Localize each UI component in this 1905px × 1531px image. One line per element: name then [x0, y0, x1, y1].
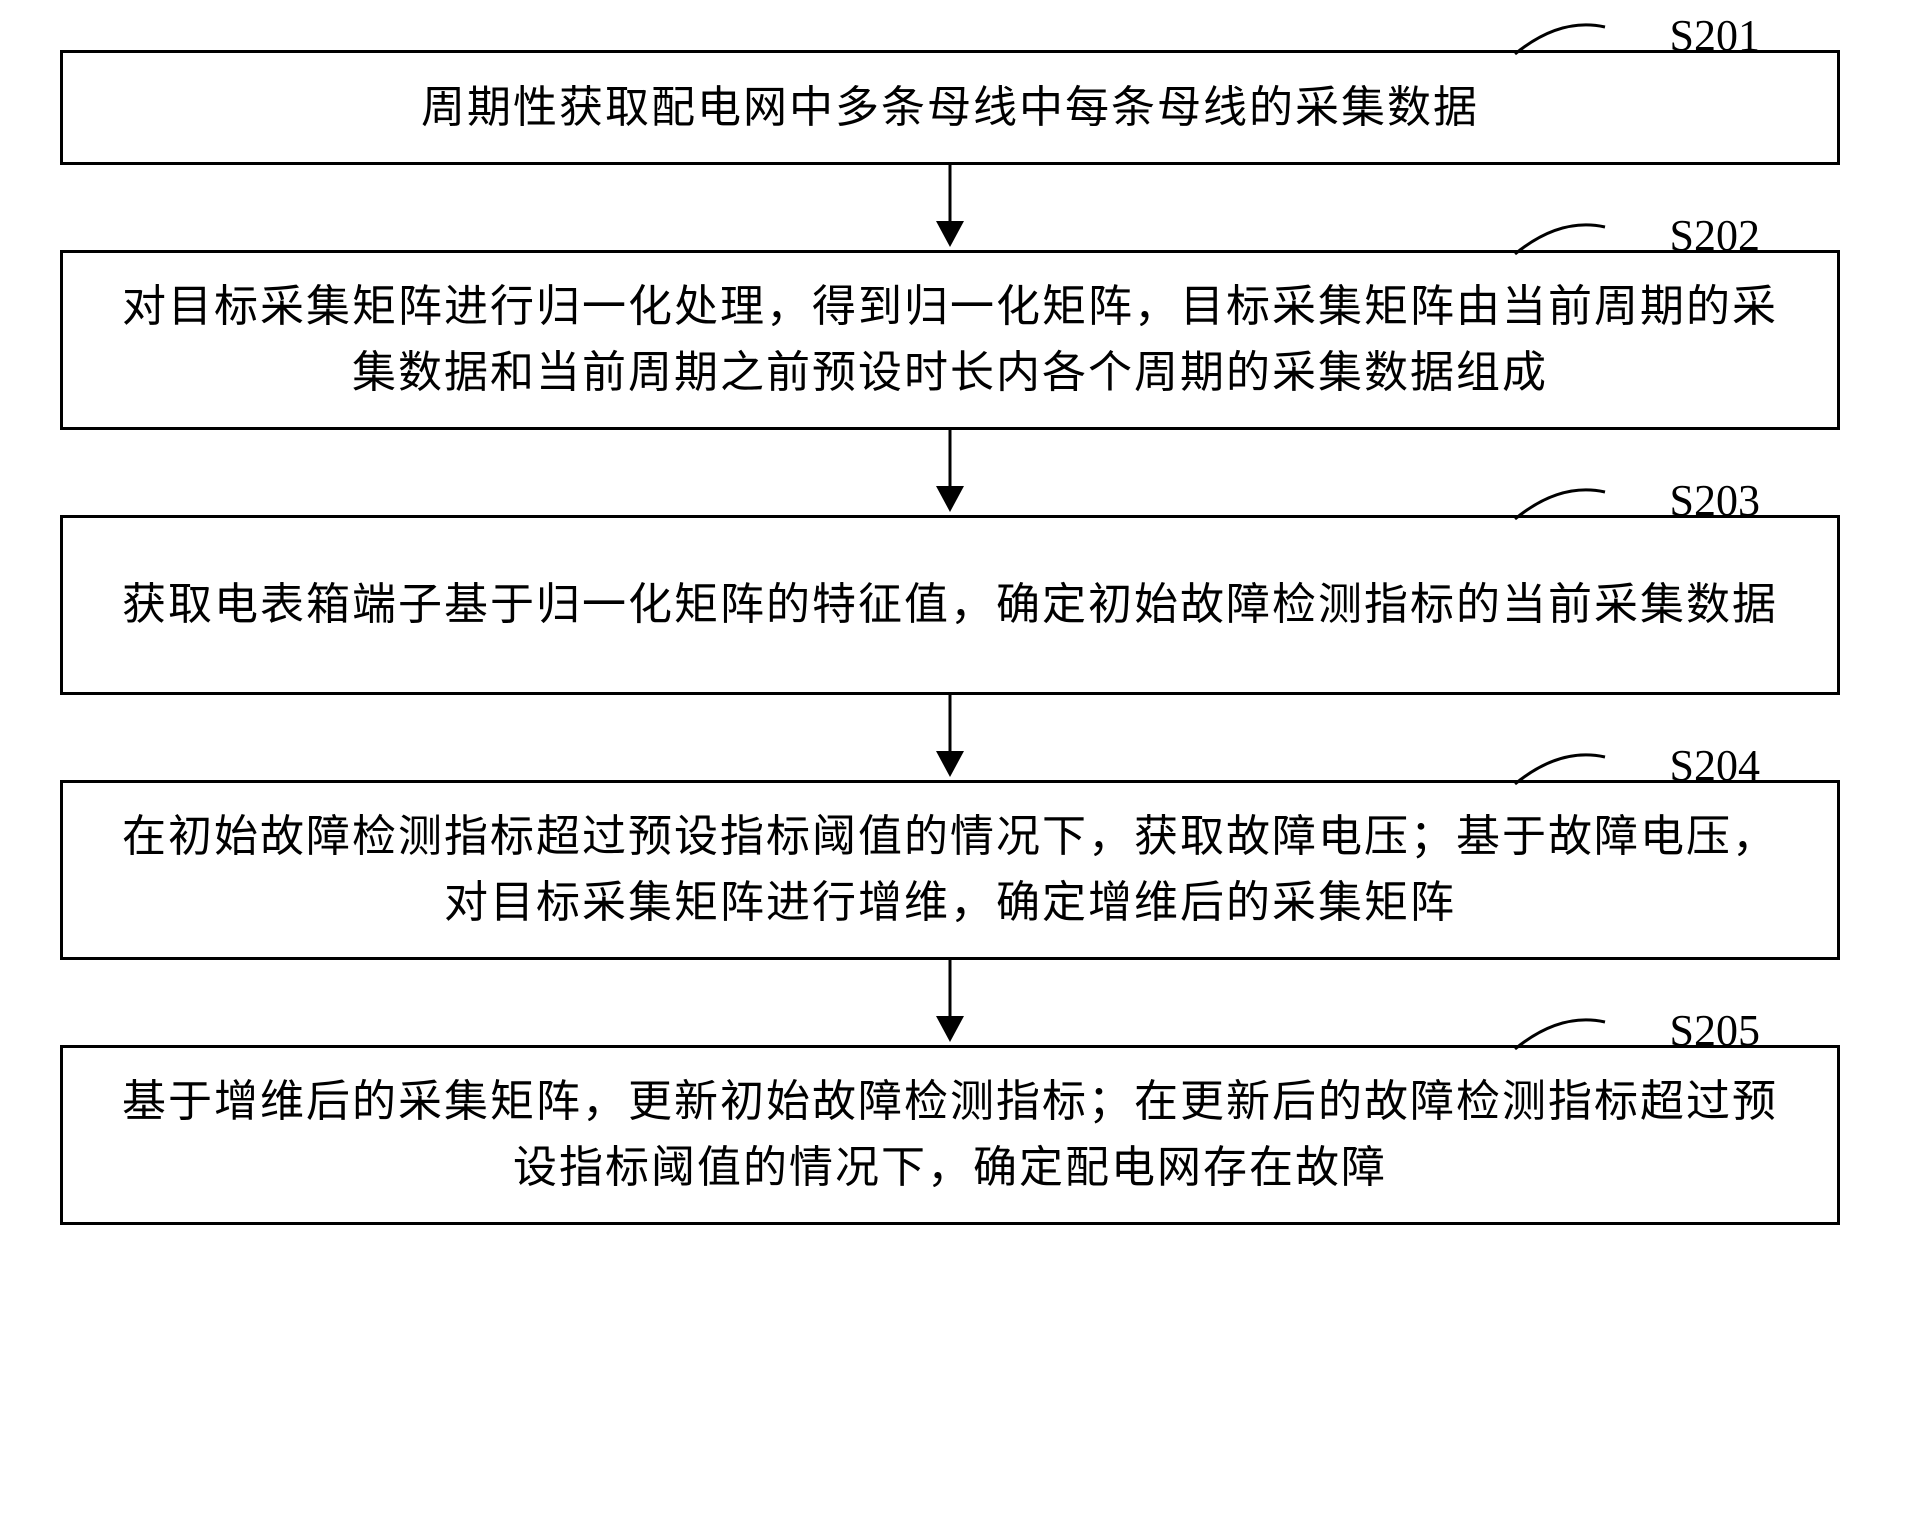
- flowchart-step-s202: S202 对目标采集矩阵进行归一化处理，得到归一化矩阵，目标采集矩阵由当前周期的…: [60, 250, 1840, 430]
- arrow-head-icon: [936, 751, 964, 777]
- flowchart-step-s203: S203 获取电表箱端子基于归一化矩阵的特征值，确定初始故障检测指标的当前采集数…: [60, 515, 1840, 695]
- label-connector-curve: [1510, 752, 1610, 787]
- step-label-s204: S204: [1670, 740, 1760, 791]
- step-box-s205: 基于增维后的采集矩阵，更新初始故障检测指标；在更新后的故障检测指标超过预设指标阈…: [60, 1045, 1840, 1225]
- arrow-line: [949, 960, 952, 1022]
- arrow-head-icon: [936, 486, 964, 512]
- flowchart-step-s204: S204 在初始故障检测指标超过预设指标阈值的情况下，获取故障电压；基于故障电压…: [60, 780, 1840, 960]
- step-label-s203: S203: [1670, 475, 1760, 526]
- step-text-s204: 在初始故障检测指标超过预设指标阈值的情况下，获取故障电压；基于故障电压，对目标采…: [103, 804, 1797, 936]
- flowchart-step-s201: S201 周期性获取配电网中多条母线中每条母线的采集数据: [60, 50, 1840, 165]
- arrow-line: [949, 165, 952, 227]
- arrow-head-icon: [936, 221, 964, 247]
- step-box-s202: 对目标采集矩阵进行归一化处理，得到归一化矩阵，目标采集矩阵由当前周期的采集数据和…: [60, 250, 1840, 430]
- step-box-s201: 周期性获取配电网中多条母线中每条母线的采集数据: [60, 50, 1840, 165]
- label-connector-curve: [1510, 1017, 1610, 1052]
- step-text-s202: 对目标采集矩阵进行归一化处理，得到归一化矩阵，目标采集矩阵由当前周期的采集数据和…: [103, 274, 1797, 406]
- flowchart-step-s205: S205 基于增维后的采集矩阵，更新初始故障检测指标；在更新后的故障检测指标超过…: [60, 1045, 1840, 1225]
- step-text-s205: 基于增维后的采集矩阵，更新初始故障检测指标；在更新后的故障检测指标超过预设指标阈…: [103, 1069, 1797, 1201]
- step-box-s203: 获取电表箱端子基于归一化矩阵的特征值，确定初始故障检测指标的当前采集数据: [60, 515, 1840, 695]
- step-text-s201: 周期性获取配电网中多条母线中每条母线的采集数据: [421, 75, 1479, 141]
- label-connector-curve: [1510, 222, 1610, 257]
- arrow-head-icon: [936, 1016, 964, 1042]
- flowchart-container: S201 周期性获取配电网中多条母线中每条母线的采集数据 S202 对目标采集矩…: [60, 50, 1840, 1225]
- arrow-line: [949, 695, 952, 757]
- arrow-line: [949, 430, 952, 492]
- label-connector-curve: [1510, 487, 1610, 522]
- label-connector-curve: [1510, 22, 1610, 57]
- step-text-s203: 获取电表箱端子基于归一化矩阵的特征值，确定初始故障检测指标的当前采集数据: [122, 572, 1778, 638]
- step-label-s205: S205: [1670, 1005, 1760, 1056]
- step-box-s204: 在初始故障检测指标超过预设指标阈值的情况下，获取故障电压；基于故障电压，对目标采…: [60, 780, 1840, 960]
- step-label-s202: S202: [1670, 210, 1760, 261]
- step-label-s201: S201: [1670, 10, 1760, 61]
